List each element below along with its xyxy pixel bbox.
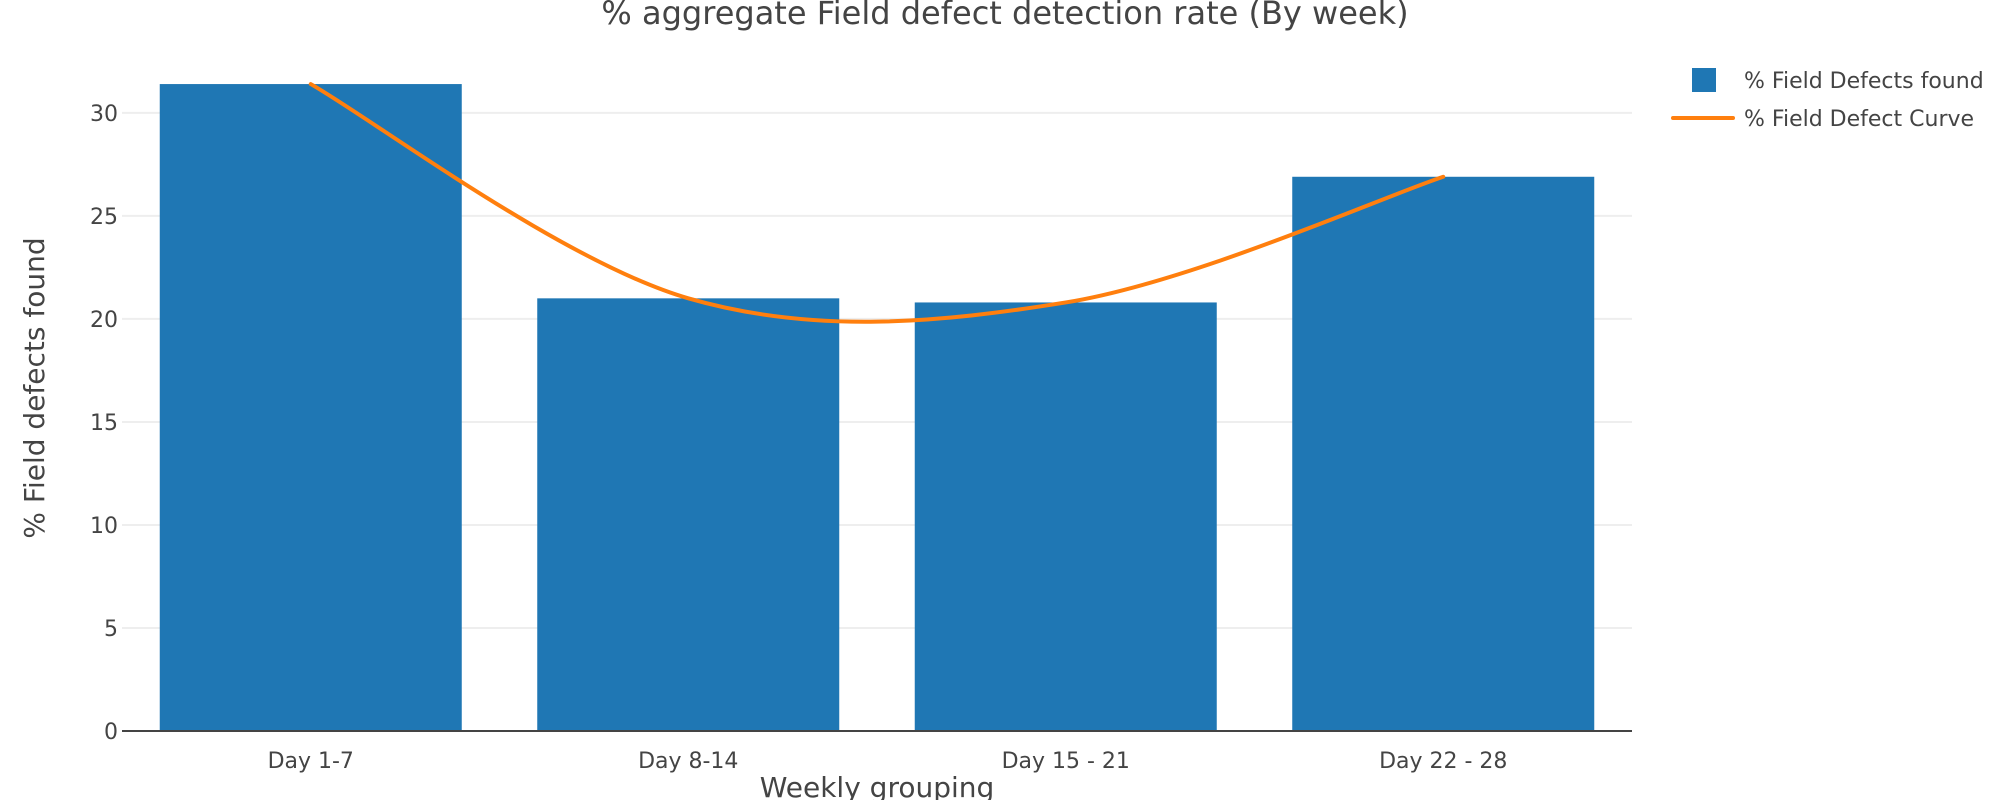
bar: [537, 298, 840, 731]
x-tick-label: Day 8-14: [638, 749, 738, 774]
y-tick-label: 10: [90, 514, 118, 539]
x-tick-label: Day 15 - 21: [1002, 749, 1130, 774]
x-axis-title: Weekly grouping: [760, 771, 995, 800]
x-tick-label: Day 22 - 28: [1379, 749, 1507, 774]
series-line: [308, 82, 1446, 324]
y-tick-label: 30: [90, 102, 118, 127]
chart-title: % aggregate Field defect detection rate …: [601, 0, 1408, 32]
bar: [914, 302, 1217, 731]
axes: 0 5 10 15 20 25 30 Day 1-7 Day 8-14 Day 15 - 21 Da…: [90, 102, 1632, 774]
legend-label-bars: % Field Defects found: [1744, 69, 1984, 94]
y-tick-label: 5: [104, 617, 118, 642]
y-axis-title: % Field defects found: [18, 237, 51, 538]
line-series: [308, 82, 1446, 324]
legend-bar-swatch: [1692, 68, 1716, 92]
y-tick-label: 20: [90, 308, 118, 333]
y-tick-label: 15: [90, 411, 118, 436]
bar: [159, 84, 462, 732]
legend: % Field Defects found % Field Defect Cur…: [1671, 68, 1984, 132]
y-tick-label: 25: [90, 205, 118, 230]
bar-series: [159, 84, 1595, 732]
legend-label-line: % Field Defect Curve: [1744, 107, 1974, 132]
x-tick-label: Day 1-7: [268, 749, 354, 774]
bar: [1292, 176, 1595, 731]
y-tick-label: 0: [104, 720, 118, 745]
